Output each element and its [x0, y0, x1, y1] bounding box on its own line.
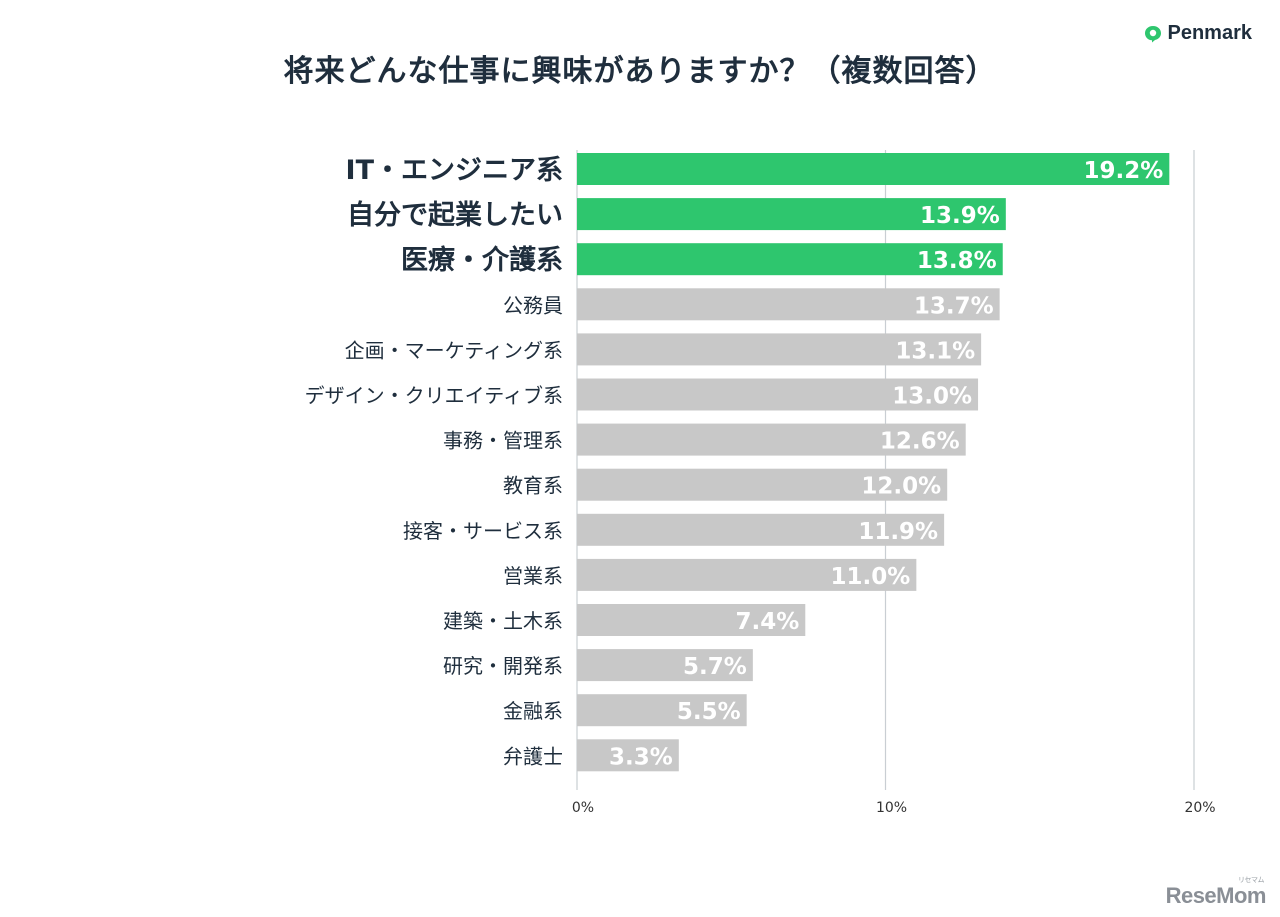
bar [577, 378, 979, 411]
bar [577, 198, 1006, 231]
category-label: デザイン・クリエイティブ系 [305, 384, 563, 408]
bar [577, 468, 948, 501]
category-label: 事務・管理系 [443, 429, 563, 453]
bar [577, 153, 1170, 185]
watermark-sub: リセマム [1238, 877, 1265, 884]
category-label: 営業系 [503, 564, 563, 588]
data-label: 13.0% [892, 384, 972, 410]
bar [577, 513, 945, 546]
bar [577, 694, 747, 727]
brand-name: Penmark [1167, 22, 1253, 44]
category-label: 金融系 [503, 699, 563, 723]
bar [577, 423, 966, 456]
data-label: 7.4% [735, 609, 799, 635]
category-label: 医療・介護系 [401, 244, 563, 276]
category-label: 教育系 [503, 474, 563, 498]
x-tick-label: 0% [572, 800, 594, 816]
data-label: 13.8% [917, 248, 997, 274]
bar [577, 558, 917, 591]
data-label: 5.7% [683, 654, 747, 680]
bar [577, 243, 1003, 276]
category-label: 研究・開発系 [443, 654, 563, 678]
data-label: 13.9% [920, 203, 1000, 229]
data-label: 11.9% [858, 519, 938, 545]
bar [577, 288, 1000, 321]
watermark-text: ReseMom [1165, 883, 1267, 908]
bar [577, 649, 753, 682]
category-label: IT・エンジニア系 [346, 155, 563, 186]
data-label: 19.2% [1084, 158, 1164, 184]
bar [577, 739, 679, 772]
category-label: 自分で起業したい [347, 199, 563, 231]
data-label: 3.3% [609, 744, 673, 770]
bar [577, 333, 982, 366]
watermark: ReseMom リセマム [1165, 877, 1267, 909]
data-label: 11.0% [831, 564, 911, 590]
data-label: 5.5% [677, 699, 741, 725]
bar [577, 604, 806, 636]
data-label: 12.0% [861, 474, 941, 500]
data-label: 13.1% [895, 338, 975, 364]
chat-bubble-icon [1144, 25, 1161, 42]
category-label: 弁護士 [503, 744, 563, 768]
category-label: 企画・マーケティング系 [345, 338, 563, 362]
data-label: 12.6% [880, 429, 960, 455]
category-label: 公務員 [503, 293, 563, 317]
category-label: 接客・サービス系 [403, 519, 563, 543]
brand-logo: Penmark [1144, 22, 1253, 45]
x-tick-label: 20% [1184, 800, 1215, 816]
category-label: 建築・土木系 [443, 609, 563, 633]
data-label: 13.7% [914, 293, 994, 319]
chart-title: 将来どんな仕事に興味がありますか？（複数回答） [283, 54, 997, 89]
x-tick-label: 10% [876, 800, 907, 816]
